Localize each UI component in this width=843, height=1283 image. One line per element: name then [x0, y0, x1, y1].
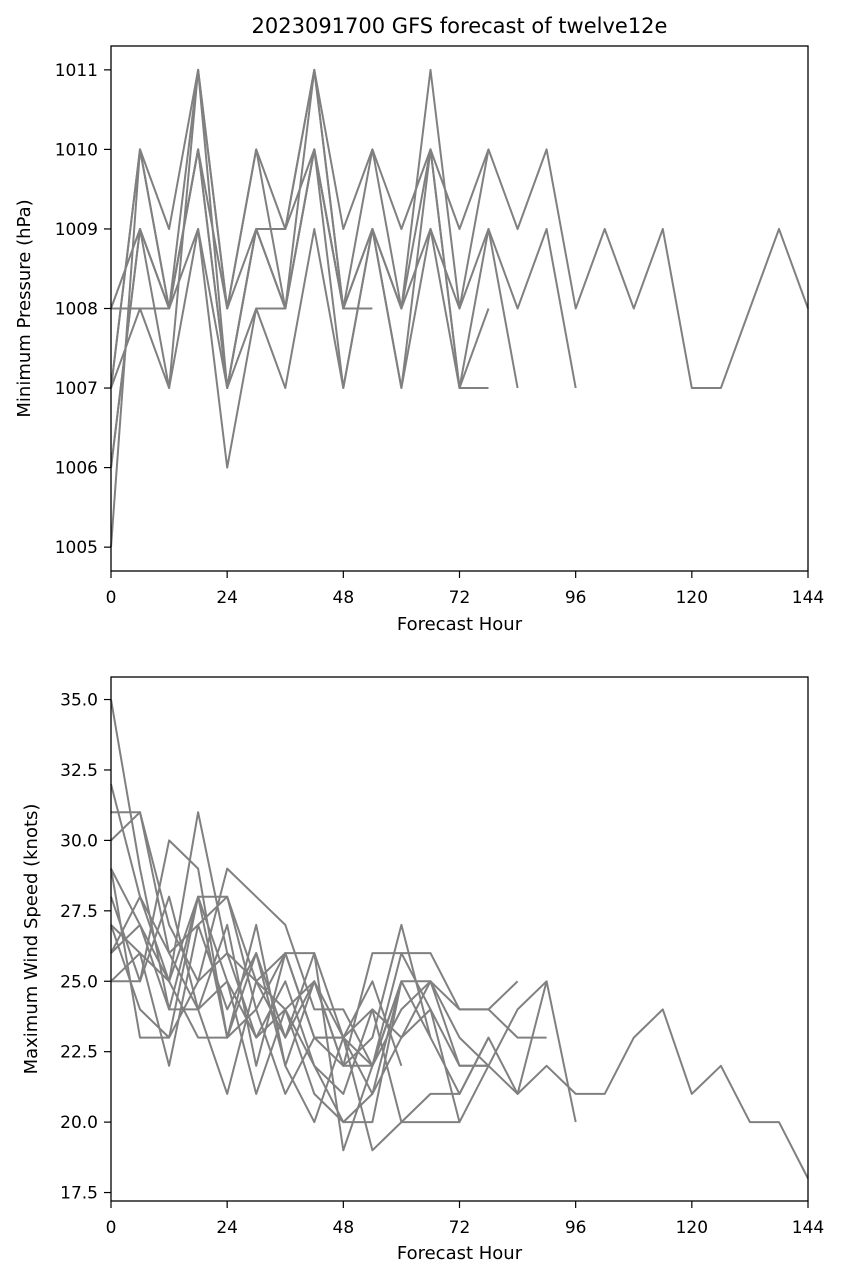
- pressure-x-tick-label: 0: [106, 588, 117, 608]
- wind-y-tick-label: 27.5: [60, 902, 98, 922]
- wind-plot-frame: [110, 676, 809, 1202]
- pressure-x-tick-label: 144: [792, 588, 824, 608]
- pressure-y-tick-label: 1006: [55, 459, 98, 479]
- wind-series-line-8: [110, 895, 490, 1152]
- wind-y-tick-label: 25.0: [60, 972, 98, 992]
- wind-y-axis-label: Maximum Wind Speed (knots): [21, 804, 42, 1075]
- pressure-x-tick-label: 96: [565, 588, 587, 608]
- pressure-series-line-8: [110, 68, 345, 389]
- pressure-x-axis-label: Forecast Hour: [397, 614, 523, 635]
- pressure-series-line-6: [111, 228, 489, 389]
- wind-y-tick-label: 35.0: [60, 691, 98, 711]
- wind-series-line-7: [110, 867, 489, 1067]
- pressure-y-tick-label: 1009: [55, 220, 98, 240]
- pressure-x-tick-label: 120: [676, 588, 708, 608]
- wind-y-tick-label: 32.5: [60, 761, 98, 781]
- pressure-y-axis-label: Minimum Pressure (hPa): [14, 199, 35, 417]
- wind-x-tick-label: 24: [216, 1218, 238, 1238]
- pressure-y-tick-label: 1007: [55, 379, 98, 399]
- pressure-y-tick-label: 1010: [55, 140, 98, 160]
- wind-y-tick-label: 22.5: [60, 1043, 98, 1063]
- wind-x-tick-label: 120: [676, 1218, 708, 1238]
- wind-x-tick-label: 72: [449, 1218, 471, 1238]
- pressure-y-tick-label: 1008: [55, 300, 98, 320]
- wind-axis-ticks: 0 24 48 72 96 120 144 17.5 20.0 22.5 25.0 27.5 30.0 3…: [60, 691, 824, 1238]
- pressure-chart-title: 2023091700 GFS forecast of twelve12e: [252, 14, 668, 38]
- wind-x-tick-label: 48: [333, 1218, 355, 1238]
- pressure-x-tick-label: 72: [449, 588, 471, 608]
- wind-y-tick-label: 20.0: [60, 1113, 98, 1133]
- wind-x-tick-label: 96: [565, 1218, 587, 1238]
- pressure-x-tick-label: 48: [333, 588, 355, 608]
- wind-series-line-9: [110, 923, 460, 1152]
- wind-series-layer: [110, 699, 809, 1179]
- wind-series-line-13: [110, 924, 403, 1095]
- wind-x-axis-label: Forecast Hour: [397, 1243, 523, 1264]
- wind-y-tick-label: 17.5: [60, 1184, 98, 1204]
- wind-series-line-11: [110, 868, 403, 1067]
- wind-series-line-2: [110, 783, 577, 1123]
- wind-y-tick-label: 30.0: [60, 831, 98, 851]
- pressure-x-tick-label: 24: [216, 588, 238, 608]
- pressure-panel: 2023091700 GFS forecast of twelve12e 0 24…: [14, 14, 824, 635]
- pressure-series-layer: [110, 68, 809, 548]
- pressure-axis-ticks: 0 24 48 72 96 120 144 1005 1006 1007 1008 1009 1010 1…: [55, 61, 824, 608]
- pressure-y-tick-label: 1005: [55, 538, 98, 558]
- wind-series-line-12: [111, 895, 403, 1067]
- pressure-y-tick-label: 1011: [55, 61, 98, 81]
- pressure-series-line-7: [110, 148, 373, 468]
- wind-x-tick-label: 0: [106, 1218, 117, 1238]
- pressure-plot-frame: [110, 45, 809, 572]
- wind-panel: 0 24 48 72 96 120 144 17.5 20.0 22.5 25.0 27.5 30.0 3…: [21, 676, 824, 1264]
- wind-x-tick-label: 144: [792, 1218, 824, 1238]
